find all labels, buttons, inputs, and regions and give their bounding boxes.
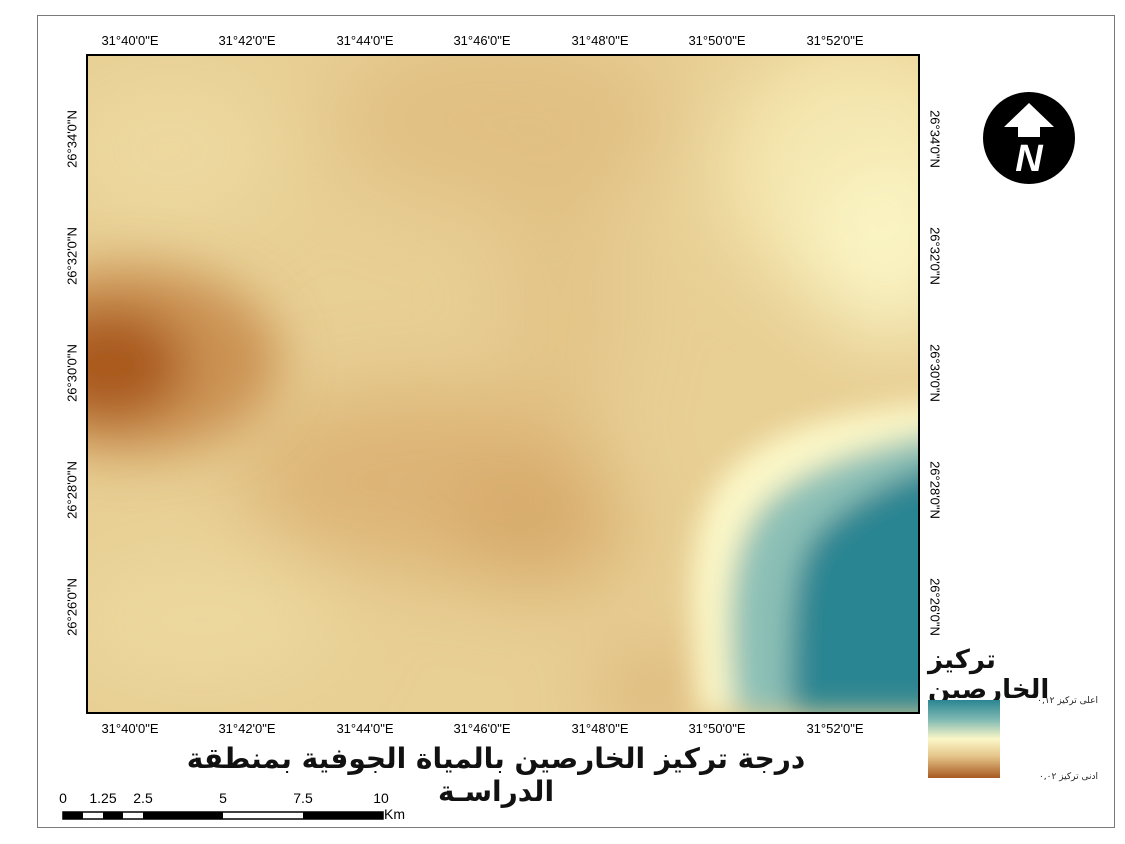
lon-tick-bottom: 31°40'0"E xyxy=(101,721,159,736)
lon-tick-top: 31°46'0"E xyxy=(453,33,511,48)
lon-tick-top: 31°48'0"E xyxy=(571,33,629,48)
map-border xyxy=(86,54,920,714)
lat-tick-left: 26°30'0"N xyxy=(64,344,80,402)
scale-bar-label: 2.5 xyxy=(133,790,153,806)
lat-tick-left: 26°28'0"N xyxy=(64,461,80,519)
lon-tick-bottom: 31°46'0"E xyxy=(453,721,511,736)
map-frame xyxy=(37,15,1115,828)
legend-color-ramp xyxy=(928,700,1000,778)
legend-low-label: ادنى تركيز ٠,٠٢ xyxy=(1038,772,1098,782)
lat-tick-right: 26°26'0"N xyxy=(927,578,943,636)
lat-tick-right: 26°30'0"N xyxy=(927,344,943,402)
scale-bar xyxy=(62,811,384,820)
lon-tick-top: 31°50'0"E xyxy=(688,33,746,48)
scale-bar-label: 5 xyxy=(219,790,227,806)
lat-tick-left: 26°34'0"N xyxy=(64,110,80,168)
scale-bar-unit: Km xyxy=(384,806,405,822)
lat-tick-left: 26°26'0"N xyxy=(64,578,80,636)
north-arrow-icon: N xyxy=(982,91,1076,185)
lon-tick-bottom: 31°48'0"E xyxy=(571,721,629,736)
lon-tick-top: 31°52'0"E xyxy=(806,33,864,48)
lon-tick-bottom: 31°50'0"E xyxy=(688,721,746,736)
map-title: درجة تركيز الخارصين بالمياة الجوفية بمنط… xyxy=(186,742,806,808)
lon-tick-top: 31°44'0"E xyxy=(336,33,394,48)
lon-tick-bottom: 31°42'0"E xyxy=(218,721,276,736)
scale-bar-label: 7.5 xyxy=(293,790,313,806)
lon-tick-top: 31°40'0"E xyxy=(101,33,159,48)
scale-bar-label: 0 xyxy=(59,790,67,806)
scale-bar-label: 10 xyxy=(373,790,389,806)
lat-tick-left: 26°32'0"N xyxy=(64,227,80,285)
lon-tick-bottom: 31°44'0"E xyxy=(336,721,394,736)
lat-tick-right: 26°28'0"N xyxy=(927,461,943,519)
scale-bar-label: 1.25 xyxy=(89,790,117,806)
lat-tick-right: 26°34'0"N xyxy=(927,110,943,168)
north-letter: N xyxy=(1015,138,1044,180)
lon-tick-top: 31°42'0"E xyxy=(218,33,276,48)
legend-high-label: اعلى تركيز ٠,١٢ xyxy=(1037,696,1098,706)
lon-tick-bottom: 31°52'0"E xyxy=(806,721,864,736)
lat-tick-right: 26°32'0"N xyxy=(927,227,943,285)
zinc-concentration-surface xyxy=(87,55,919,713)
